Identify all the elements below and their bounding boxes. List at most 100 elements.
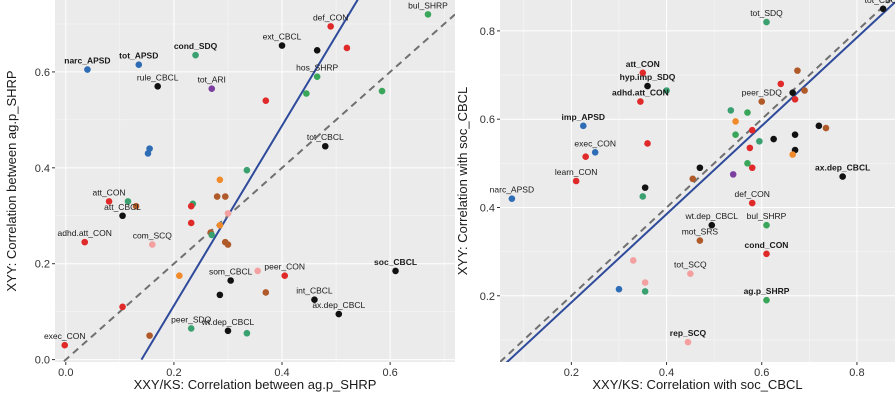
identity-line xyxy=(61,13,455,362)
data-point xyxy=(629,257,637,264)
point-label: cond_SDQ xyxy=(174,41,218,51)
data-points xyxy=(508,5,887,346)
point-label: hos_SHRP xyxy=(296,63,338,73)
data-point xyxy=(746,144,754,152)
point-label: tot_SDQ xyxy=(750,8,783,18)
gridlines xyxy=(500,0,895,362)
data-point xyxy=(303,90,310,97)
data-point xyxy=(696,164,704,172)
point-label: adhd.att_CON xyxy=(58,228,112,238)
data-point xyxy=(378,87,386,95)
data-point xyxy=(313,73,321,81)
data-point xyxy=(119,303,126,311)
data-point xyxy=(639,193,647,200)
data-point xyxy=(216,222,224,229)
plot-background xyxy=(55,0,455,362)
reference-lines xyxy=(61,0,455,362)
point-label: def_CON xyxy=(735,189,770,199)
data-point xyxy=(748,126,756,134)
data-point xyxy=(763,250,770,258)
x-tick-label: 0.4 xyxy=(659,367,674,379)
regression-line xyxy=(140,0,359,361)
point-label: att_CON xyxy=(626,59,660,69)
plot-background xyxy=(500,0,895,362)
y-tick-label: 0.4 xyxy=(480,202,495,214)
point-label: wt.dep_CBCL xyxy=(201,317,255,327)
point-label: cond_CON xyxy=(745,240,789,250)
data-point xyxy=(311,296,318,303)
left-scatter-panel: 0.0 0.2 0.4 0.6 0.0 0.2 0.4 0.6 bul_SHRP def_CONe… xyxy=(4,0,455,392)
y-tick-label: 0.8 xyxy=(480,26,495,38)
data-point xyxy=(227,277,234,284)
x-tick-label: 0.0 xyxy=(58,367,73,379)
data-point xyxy=(687,270,694,278)
data-point xyxy=(81,238,89,246)
data-point xyxy=(641,279,649,286)
data-point xyxy=(789,151,796,158)
data-point xyxy=(727,107,735,114)
data-point xyxy=(801,87,808,94)
data-point xyxy=(879,5,887,13)
data-point xyxy=(572,177,580,185)
data-point xyxy=(794,67,801,74)
data-point xyxy=(176,272,183,279)
data-point xyxy=(124,198,132,205)
point-label: bul_SHRP xyxy=(408,0,448,10)
data-point xyxy=(254,267,262,275)
data-point xyxy=(641,288,649,295)
y-tick-label: 0.0 xyxy=(35,355,50,367)
data-point xyxy=(84,66,91,73)
x-tick-label: 0.6 xyxy=(754,367,769,379)
point-label: tot_SCQ xyxy=(674,260,707,270)
data-points xyxy=(61,11,432,349)
data-point xyxy=(313,47,321,54)
x-tick-label: 0.4 xyxy=(274,367,289,379)
point-label: exec_CON xyxy=(574,138,616,148)
gridlines xyxy=(55,0,455,362)
point-label: rule_CBCL xyxy=(137,72,179,82)
right-scatter-panel: 0.2 0.4 0.6 0.8 0.2 0.4 0.6 0.8 tot_CBCL tot_SDQa… xyxy=(455,0,895,392)
data-point xyxy=(262,97,270,104)
point-label: narc_APSD xyxy=(64,56,110,66)
data-point xyxy=(744,109,751,116)
point-label: att_CON xyxy=(93,187,126,197)
point-labels: tot_CBCL tot_SDQ att_CON hyp.imp_SDQ adhd.at… xyxy=(490,0,895,338)
data-point xyxy=(637,98,644,105)
point-label: soc_CBCL xyxy=(374,257,417,267)
x-axis-title: XXY/KS: Correlation with soc_CBCL xyxy=(592,377,802,392)
data-point xyxy=(146,332,153,339)
data-point xyxy=(243,166,251,174)
data-point xyxy=(777,80,785,88)
point-label: exec_CON xyxy=(44,331,86,341)
data-point xyxy=(615,285,623,293)
data-point xyxy=(187,325,195,332)
data-point xyxy=(213,193,221,200)
point-label: narc_APSD xyxy=(490,185,534,195)
x-tick-label: 0.8 xyxy=(849,367,864,379)
data-point xyxy=(321,142,329,150)
x-tick-label: 0.2 xyxy=(166,367,181,379)
y-tick-label: 0.2 xyxy=(480,291,495,303)
data-point xyxy=(815,122,823,130)
data-point xyxy=(663,87,670,94)
data-point xyxy=(243,329,251,337)
point-label: mot_SRS xyxy=(682,227,719,237)
y-tick-label: 0.6 xyxy=(480,114,495,126)
data-point xyxy=(119,212,126,220)
x-tick-label: 0.6 xyxy=(382,367,397,379)
data-point xyxy=(192,51,199,59)
point-label: att_CBCL xyxy=(104,202,141,212)
data-point xyxy=(224,241,232,248)
data-point xyxy=(208,231,216,239)
data-point xyxy=(105,198,113,205)
data-point xyxy=(508,195,516,202)
data-point xyxy=(729,171,737,178)
data-point xyxy=(644,82,651,90)
regression-line xyxy=(505,1,895,362)
point-label: tot_ARI xyxy=(198,75,226,85)
point-label: wt.dep_CBCL xyxy=(685,211,739,221)
data-point xyxy=(278,42,286,49)
data-point xyxy=(732,118,739,125)
point-label: rep_SCQ xyxy=(670,328,707,338)
